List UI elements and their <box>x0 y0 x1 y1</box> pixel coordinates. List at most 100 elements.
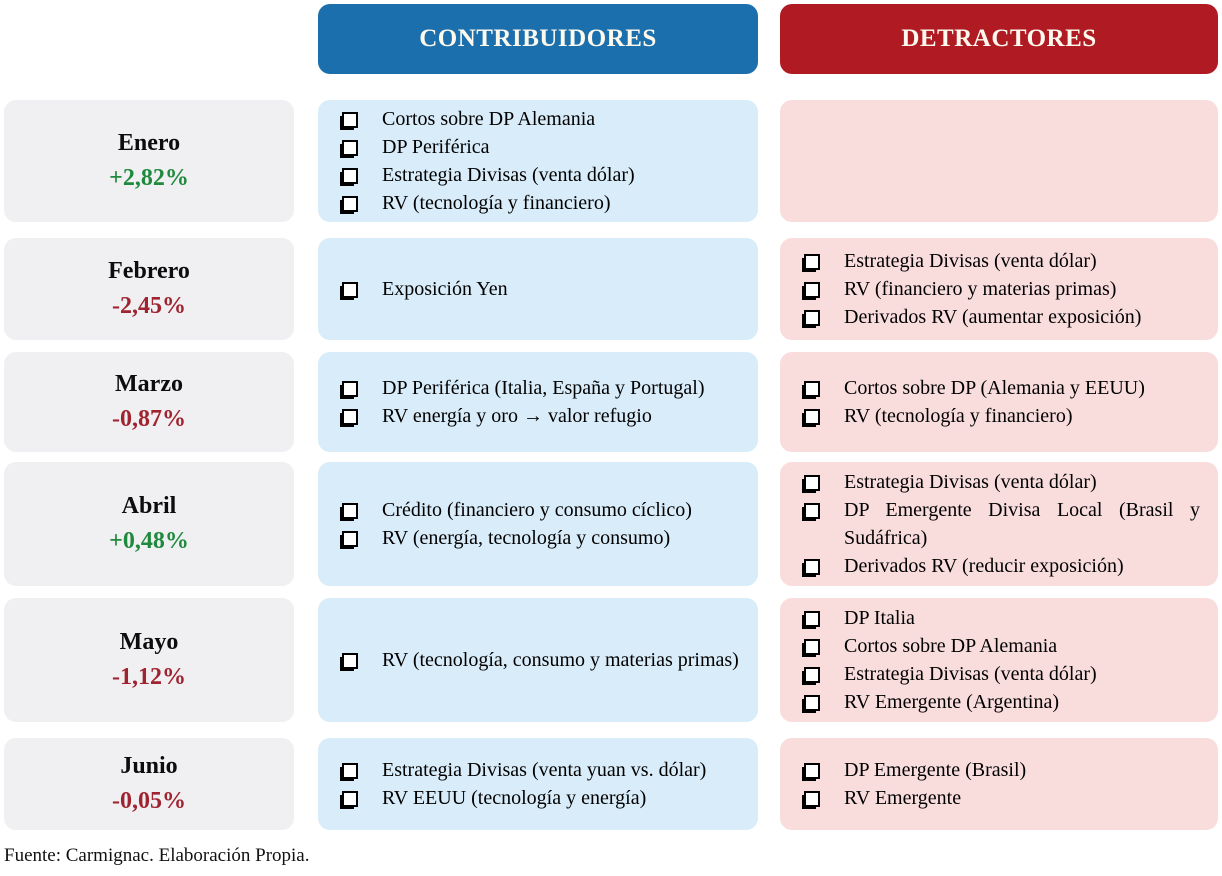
month-row: Marzo -0,87% DP Periférica (Italia, Espa… <box>4 352 1222 452</box>
item-text: RV (tecnología y financiero) <box>844 405 1073 427</box>
item-text: Derivados RV (aumentar exposición) <box>844 306 1142 328</box>
item-text: Estrategia Divisas (venta dólar) <box>844 663 1097 685</box>
contribuidores-box: DP Periférica (Italia, España y Portugal… <box>318 352 758 452</box>
month-return-value: +0,48% <box>109 528 189 554</box>
checkbox-bullet-icon <box>804 791 820 807</box>
month-label: Mayo <box>119 629 179 655</box>
contribuidores-box: Estrategia Divisas (venta yuan vs. dólar… <box>318 738 758 830</box>
list-item: Estrategia Divisas (venta dólar) <box>340 161 746 189</box>
contribuidores-list: Crédito (financiero y consumo cíclico) RV… <box>340 496 746 552</box>
checkbox-bullet-icon <box>804 503 820 519</box>
month-box: Enero +2,82% <box>4 100 294 222</box>
checkbox-bullet-icon <box>342 503 358 519</box>
checkbox-bullet-icon <box>342 196 358 212</box>
checkbox-bullet-icon <box>804 282 820 298</box>
checkbox-bullet-icon <box>804 475 820 491</box>
list-item: DP Italia <box>802 604 1206 632</box>
item-text: Cortos sobre DP Alemania <box>844 635 1058 657</box>
item-text: Estrategia Divisas (venta dólar) <box>844 471 1097 493</box>
list-item: Crédito (financiero y consumo cíclico) <box>340 496 746 524</box>
checkbox-bullet-icon <box>342 763 358 779</box>
checkbox-bullet-icon <box>342 409 358 425</box>
month-row: Mayo -1,12% RV (tecnología, consumo y ma… <box>4 598 1222 722</box>
checkbox-bullet-icon <box>804 667 820 683</box>
item-text: DP Italia <box>844 607 915 629</box>
source-note: Fuente: Carmignac. Elaboración Propia. <box>4 845 310 866</box>
item-text: DP Periférica (Italia, España y Portugal… <box>382 377 705 399</box>
detractores-list: Estrategia Divisas (venta dólar) RV (fina… <box>802 247 1206 331</box>
item-text: DP Emergente Divisa Local (Brasil y Sudá… <box>844 499 1200 549</box>
item-text: RV energía y oro → valor refugio <box>382 405 652 427</box>
contribuidores-box: Exposición Yen <box>318 238 758 340</box>
checkbox-bullet-icon <box>804 559 820 575</box>
checkbox-bullet-icon <box>804 639 820 655</box>
checkbox-bullet-icon <box>804 254 820 270</box>
detractores-box: DP Italia Cortos sobre DP Alemania Estrate… <box>780 598 1218 722</box>
detractores-box: Estrategia Divisas (venta dólar) RV (fina… <box>780 238 1218 340</box>
checkbox-bullet-icon <box>804 611 820 627</box>
list-item: Cortos sobre DP Alemania <box>340 105 746 133</box>
checkbox-bullet-icon <box>804 381 820 397</box>
month-row: Junio -0,05% Estrategia Divisas (venta y… <box>4 738 1222 830</box>
list-item: DP Emergente Divisa Local (Brasil y Sudá… <box>802 496 1206 552</box>
checkbox-bullet-icon <box>342 531 358 547</box>
detractores-box: Estrategia Divisas (venta dólar) DP Emerg… <box>780 462 1218 586</box>
checkbox-bullet-icon <box>804 310 820 326</box>
list-item: Cortos sobre DP (Alemania y EEUU) <box>802 374 1206 402</box>
list-item: RV Emergente (Argentina) <box>802 688 1206 716</box>
list-item: RV (financiero y materias primas) <box>802 275 1206 303</box>
list-item: Exposición Yen <box>340 275 746 303</box>
checkbox-bullet-icon <box>342 653 358 669</box>
checkbox-bullet-icon <box>342 381 358 397</box>
contribuidores-list: Exposición Yen <box>340 275 746 303</box>
checkbox-bullet-icon <box>804 409 820 425</box>
contribuidores-box: RV (tecnología, consumo y materias prima… <box>318 598 758 722</box>
month-box: Mayo -1,12% <box>4 598 294 722</box>
month-return-value: -2,45% <box>112 293 186 319</box>
rows-container: Enero +2,82% Cortos sobre DP Alemania DP … <box>0 100 1222 830</box>
contribuidores-list: Cortos sobre DP Alemania DP Periférica Est… <box>340 105 746 217</box>
detractores-header: DETRACTORES <box>780 4 1218 74</box>
list-item: RV Emergente <box>802 784 1206 812</box>
checkbox-bullet-icon <box>342 282 358 298</box>
item-text: RV Emergente <box>844 787 962 809</box>
list-item: Derivados RV (aumentar exposición) <box>802 303 1206 331</box>
month-row: Enero +2,82% Cortos sobre DP Alemania DP … <box>4 100 1222 222</box>
contribuidores-header: CONTRIBUIDORES <box>318 4 758 74</box>
item-text: Cortos sobre DP Alemania <box>382 108 596 130</box>
list-item: RV EEUU (tecnología y energía) <box>340 784 746 812</box>
list-item: RV (tecnología, consumo y materias prima… <box>340 646 746 674</box>
detractores-list: Cortos sobre DP (Alemania y EEUU) RV (tec… <box>802 374 1206 430</box>
month-label: Junio <box>120 753 178 779</box>
list-item: RV energía y oro → valor refugio <box>340 402 746 430</box>
contribuidores-list: Estrategia Divisas (venta yuan vs. dólar… <box>340 756 746 812</box>
month-label: Enero <box>117 130 181 156</box>
checkbox-bullet-icon <box>342 168 358 184</box>
list-item: Estrategia Divisas (venta dólar) <box>802 660 1206 688</box>
item-text: RV EEUU (tecnología y energía) <box>382 787 647 809</box>
detractores-box: DP Emergente (Brasil) RV Emergente <box>780 738 1218 830</box>
detractores-list: DP Emergente (Brasil) RV Emergente <box>802 756 1206 812</box>
contribuidores-list: DP Periférica (Italia, España y Portugal… <box>340 374 746 430</box>
header-spacer <box>4 4 294 74</box>
item-text: RV (tecnología, consumo y materias prima… <box>382 649 739 671</box>
checkbox-bullet-icon <box>804 695 820 711</box>
contribuidores-box: Cortos sobre DP Alemania DP Periférica Est… <box>318 100 758 222</box>
list-item: Estrategia Divisas (venta dólar) <box>802 247 1206 275</box>
month-box: Junio -0,05% <box>4 738 294 830</box>
item-text: DP Periférica <box>382 136 490 158</box>
month-box: Abril +0,48% <box>4 462 294 586</box>
contribuidores-list: RV (tecnología, consumo y materias prima… <box>340 646 746 674</box>
month-return-value: +2,82% <box>109 165 189 191</box>
item-text: DP Emergente (Brasil) <box>844 759 1027 781</box>
list-item: DP Emergente (Brasil) <box>802 756 1206 784</box>
detractores-box: Cortos sobre DP (Alemania y EEUU) RV (tec… <box>780 352 1218 452</box>
item-text: Derivados RV (reducir exposición) <box>844 555 1124 577</box>
list-item: Estrategia Divisas (venta dólar) <box>802 468 1206 496</box>
contribuidores-box: Crédito (financiero y consumo cíclico) RV… <box>318 462 758 586</box>
header-row: CONTRIBUIDORES DETRACTORES <box>4 4 1222 74</box>
item-text: Crédito (financiero y consumo cíclico) <box>382 499 692 521</box>
month-label: Abril <box>121 493 177 519</box>
list-item: RV (tecnología y financiero) <box>340 189 746 217</box>
